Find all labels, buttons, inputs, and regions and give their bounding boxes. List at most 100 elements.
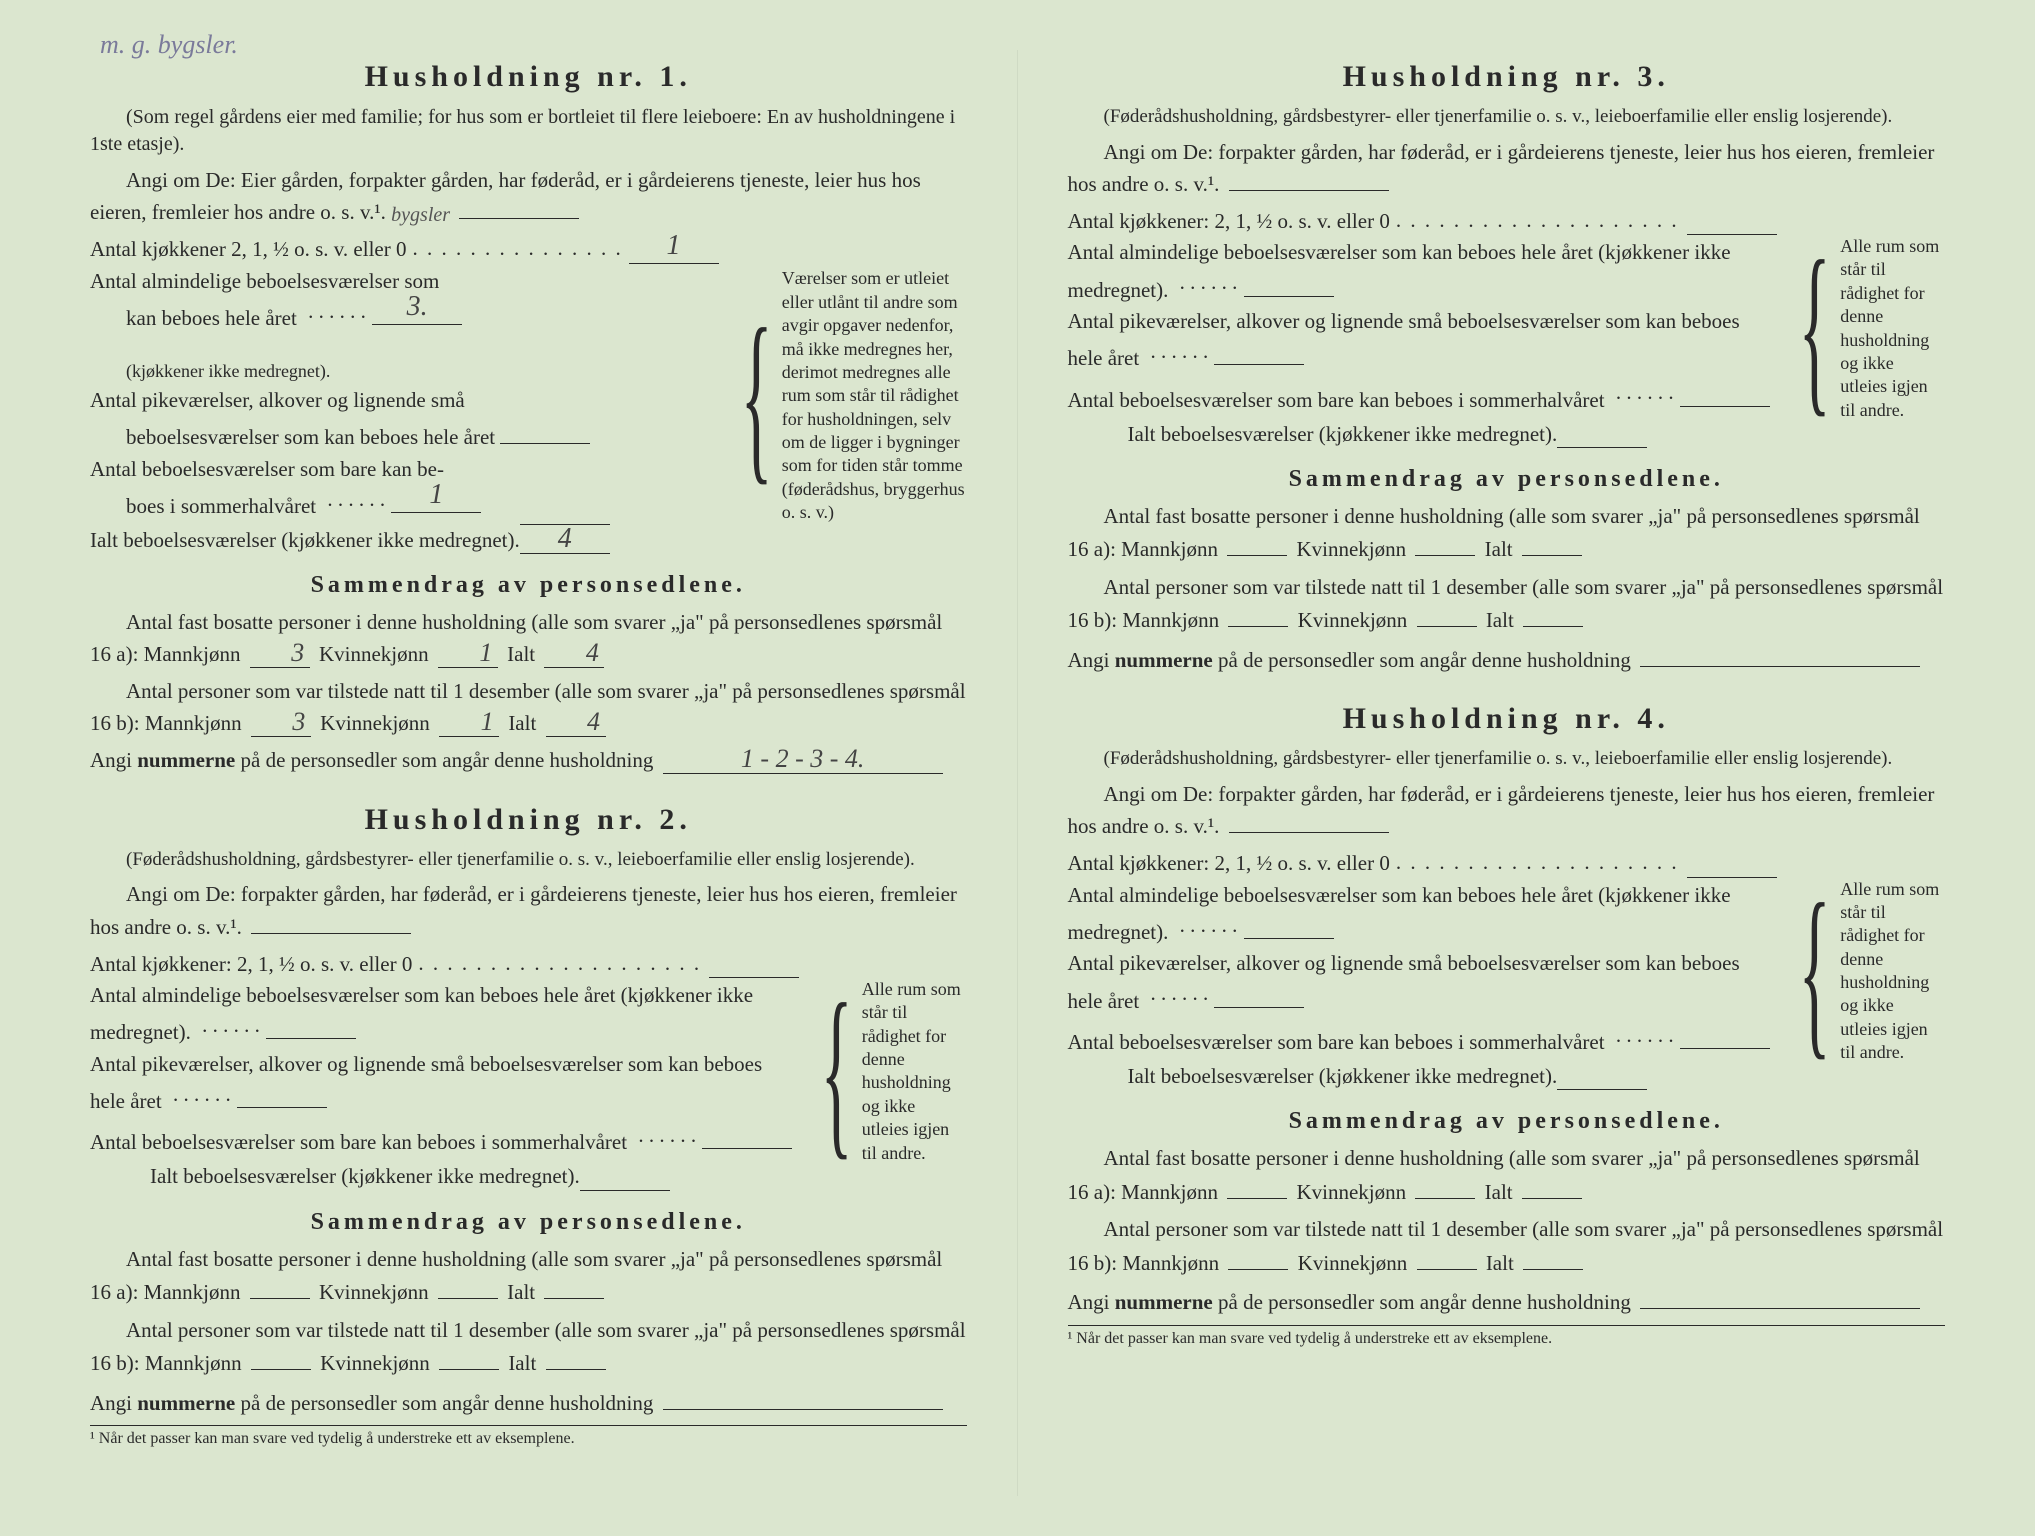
- total-value-2: [580, 1161, 670, 1191]
- form-left-2: Antal kjøkkener: 2, 1, ½ o. s. v. eller …: [90, 948, 799, 1194]
- row3-summer: Antal beboelsesværelser som bare kan beb…: [1068, 377, 1778, 414]
- maid-value-4: [1214, 978, 1304, 1008]
- kvinnekjonn-label2: Kvinnekjønn: [320, 711, 430, 735]
- section-2: Husholdning nr. 2. (Føderådshusholdning,…: [90, 803, 967, 1448]
- s16a-i-3: [1522, 532, 1582, 556]
- kitchens-label: Antal kjøkkener 2, 1, ½ o. s. v. eller 0: [90, 235, 407, 263]
- row2-total: Ialt beboelsesværelser (kjøkkener ikke m…: [90, 1161, 799, 1191]
- sidenote-text-3: Alle rum som står til rådighet for denne…: [1840, 205, 1945, 451]
- section-1-angi: Angi om De: Eier gården, forpakter gårde…: [90, 166, 967, 228]
- sidenote-2: { Alle rum som står til rådighet for den…: [817, 948, 967, 1194]
- section-2-subtitle: (Føderådshusholdning, gårdsbestyrer- ell…: [90, 847, 967, 873]
- maid-value-3: [1214, 335, 1304, 365]
- kitchens-value-3: [1687, 205, 1777, 235]
- ordinary-label-3: Antal almindelige beboelsesværelser som …: [1068, 240, 1731, 301]
- angi-text-4: Angi om De: forpakter gården, har føderå…: [1068, 782, 1935, 838]
- form-block-3: Antal kjøkkener: 2, 1, ½ o. s. v. eller …: [1068, 205, 1946, 451]
- row4-total: Ialt beboelsesværelser (kjøkkener ikke m…: [1068, 1060, 1778, 1090]
- brace-icon-2: {: [820, 948, 852, 1194]
- summer-label-a: Antal beboelsesværelser som bare kan be-: [90, 457, 444, 481]
- ordinary-value: 3.: [372, 295, 462, 325]
- s16a-m: 3: [250, 644, 310, 668]
- nums-val-3: [1640, 643, 1920, 667]
- ialt-label2: Ialt: [508, 711, 536, 735]
- handwritten-annotation: m. g. bygsler.: [100, 30, 238, 60]
- summer-value-2: [702, 1119, 792, 1149]
- section-4-title: Husholdning nr. 4.: [1068, 702, 1946, 736]
- section-3-title: Husholdning nr. 3.: [1068, 60, 1946, 94]
- row3-total: Ialt beboelsesværelser (kjøkkener ikke m…: [1068, 418, 1778, 448]
- summary-title-2: Sammendrag av personsedlene.: [90, 1209, 967, 1236]
- total-value-4: [1557, 1060, 1647, 1090]
- summary-title-1: Sammendrag av personsedlene.: [90, 572, 967, 599]
- ialt-label: Ialt: [507, 642, 535, 666]
- sidenote-text: Værelser som er utleiet eller utlånt til…: [782, 234, 967, 558]
- section-4-angi: Angi om De: forpakter gården, har føderå…: [1068, 780, 1946, 842]
- s16b-k-2: [439, 1346, 499, 1370]
- section-3-subtitle: (Føderådshusholdning, gårdsbestyrer- ell…: [1068, 104, 1946, 130]
- row2-maid: Antal pikeværelser, alkover og lignende …: [90, 1051, 799, 1116]
- summer-value: 1: [391, 483, 481, 513]
- page-left: m. g. bygsler. Husholdning nr. 1. (Som r…: [40, 50, 1018, 1496]
- s16b-2: Antal personer som var tilstede natt til…: [90, 1315, 967, 1380]
- s16a-3: Antal fast bosatte personer i denne hush…: [1068, 501, 1946, 566]
- s16a-k-2: [438, 1275, 498, 1299]
- ordinary-value-3: [1244, 267, 1334, 297]
- summer-label-2: Antal beboelsesværelser som bare kan beb…: [90, 1130, 627, 1154]
- section-4: Husholdning nr. 4. (Føderådshusholdning,…: [1068, 702, 1946, 1347]
- s16b-k: 1: [439, 713, 499, 737]
- s16a-i-4: [1522, 1175, 1582, 1199]
- maid-value-2: [237, 1078, 327, 1108]
- kitchens-label-4: Antal kjøkkener: 2, 1, ½ o. s. v. eller …: [1068, 849, 1390, 877]
- footnote-left: ¹ Når det passer kan man svare ved tydel…: [90, 1425, 967, 1448]
- sidenote-4: { Alle rum som står til rådighet for den…: [1795, 848, 1945, 1094]
- s16b-i-3: [1523, 603, 1583, 627]
- sidenote-text-2: Alle rum som står til rådighet for denne…: [862, 948, 967, 1194]
- brace-icon-4: {: [1799, 848, 1831, 1094]
- nums-line-3: Angi nummerne på de personsedler som ang…: [1068, 643, 1946, 677]
- brace-icon: {: [740, 234, 772, 558]
- total-label: Ialt beboelsesværelser (kjøkkener ikke m…: [90, 526, 520, 554]
- total-label-3: Ialt beboelsesværelser (kjøkkener ikke m…: [1068, 420, 1558, 448]
- s16b-i-2: [546, 1346, 606, 1370]
- kv-3a: Kvinnekjønn: [1296, 537, 1406, 561]
- row3-kitchens: Antal kjøkkener: 2, 1, ½ o. s. v. eller …: [1068, 205, 1778, 235]
- s16b-m-4: [1228, 1246, 1288, 1270]
- row2-ordinary: Antal almindelige beboelsesværelser som …: [90, 982, 799, 1047]
- s16a-i: 4: [544, 644, 604, 668]
- s16b-m-2: [251, 1346, 311, 1370]
- sidenote-text-4: Alle rum som står til rådighet for denne…: [1840, 848, 1945, 1094]
- s16b-m-3: [1228, 603, 1288, 627]
- row2-summer: Antal beboelsesværelser som bare kan beb…: [90, 1119, 799, 1156]
- s16a-m-4: [1227, 1175, 1287, 1199]
- row3-ordinary: Antal almindelige beboelsesværelser som …: [1068, 239, 1778, 304]
- kitchens-label-2: Antal kjøkkener: 2, 1, ½ o. s. v. eller …: [90, 950, 412, 978]
- footnote-right: ¹ Når det passer kan man svare ved tydel…: [1068, 1325, 1946, 1348]
- row-total: Ialt beboelsesværelser (kjøkkener ikke m…: [90, 524, 719, 554]
- s16a-i-2: [544, 1275, 604, 1299]
- summer-value-4: [1680, 1019, 1770, 1049]
- page-right: Husholdning nr. 3. (Føderådshusholdning,…: [1018, 50, 1996, 1496]
- s16a-4: Antal fast bosatte personer i denne hush…: [1068, 1143, 1946, 1208]
- summer-label-4: Antal beboelsesværelser som bare kan beb…: [1068, 1030, 1605, 1054]
- section-4-subtitle: (Føderådshusholdning, gårdsbestyrer- ell…: [1068, 746, 1946, 772]
- form-left-3: Antal kjøkkener: 2, 1, ½ o. s. v. eller …: [1068, 205, 1778, 451]
- row-maid: Antal pikeværelser, alkover og lignende …: [90, 387, 719, 452]
- ia-3a: Ialt: [1485, 537, 1513, 561]
- nums-line-2: Angi nummerne på de personsedler som ang…: [90, 1386, 967, 1420]
- ia-4b: Ialt: [1486, 1251, 1514, 1275]
- row4-summer: Antal beboelsesværelser som bare kan beb…: [1068, 1019, 1778, 1056]
- form-block-4: Antal kjøkkener: 2, 1, ½ o. s. v. eller …: [1068, 848, 1946, 1094]
- dots: [413, 244, 623, 264]
- s16a-m-3: [1227, 532, 1287, 556]
- ordinary-sub: (kjøkkener ikke medregnet).: [90, 360, 719, 383]
- sidenote-3: { Alle rum som står til rådighet for den…: [1795, 205, 1945, 451]
- ordinary-value-4: [1244, 909, 1334, 939]
- maid-value: [500, 414, 590, 444]
- kv-2b: Kvinnekjønn: [320, 1351, 430, 1375]
- row2-kitchens: Antal kjøkkener: 2, 1, ½ o. s. v. eller …: [90, 948, 799, 978]
- angi-fill-3: [1229, 167, 1389, 191]
- ia-4a: Ialt: [1485, 1180, 1513, 1204]
- s16a-1: Antal fast bosatte personer i denne hush…: [90, 607, 967, 670]
- kitchens-value-2: [709, 948, 799, 978]
